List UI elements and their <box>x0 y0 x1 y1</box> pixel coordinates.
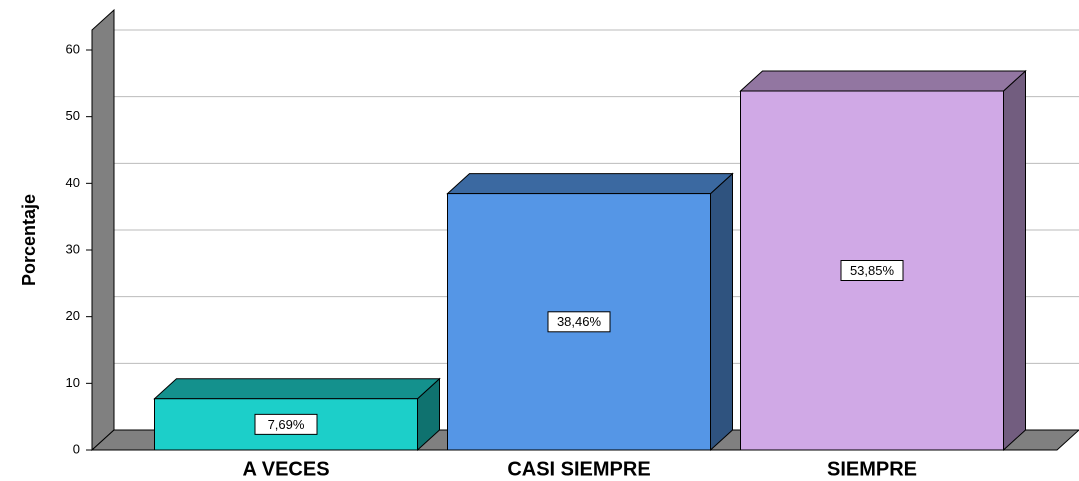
y-tick-label: 40 <box>66 175 80 190</box>
bar-side <box>710 172 733 452</box>
y-tick-label: 50 <box>66 108 80 123</box>
y-tick-label: 60 <box>66 41 80 56</box>
value-label-box <box>840 260 904 281</box>
value-label: 38,46% <box>557 314 602 329</box>
y-axis-label: Porcentaje <box>19 194 39 286</box>
x-tick-label: SIEMPRE <box>827 458 917 480</box>
bar-top <box>739 70 1027 92</box>
y-tick-label: 20 <box>66 308 80 323</box>
bar-side <box>1003 69 1026 452</box>
y-tick-label: 10 <box>66 375 80 390</box>
x-tick-label: CASI SIEMPRE <box>507 458 650 480</box>
value-label: 7,69% <box>268 417 305 432</box>
bar <box>154 398 418 451</box>
bar-top <box>153 378 441 400</box>
value-label: 53,85% <box>850 263 895 278</box>
left-wall <box>91 8 115 452</box>
y-tick-label: 0 <box>73 441 80 456</box>
bar-top <box>446 173 734 195</box>
y-tick-label: 30 <box>66 241 80 256</box>
value-label-box <box>547 311 611 333</box>
value-label-box <box>254 413 318 435</box>
x-tick-label: A VECES <box>242 458 329 480</box>
